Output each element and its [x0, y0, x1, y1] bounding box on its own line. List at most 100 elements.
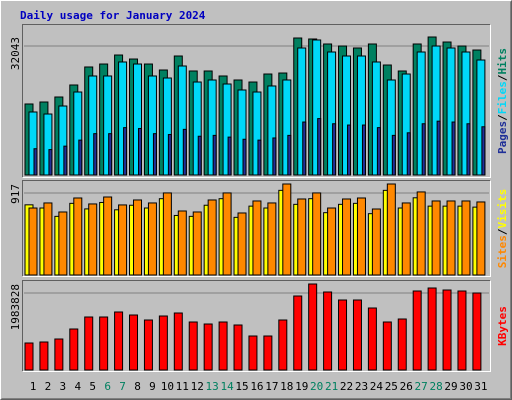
bar — [391, 134, 396, 176]
bar — [237, 212, 247, 276]
bar — [252, 91, 262, 176]
x-tick-label: 24 — [370, 380, 384, 393]
bar — [297, 47, 307, 176]
x-tick-label: 3 — [60, 380, 67, 393]
bar — [347, 124, 352, 176]
x-tick-label: 31 — [474, 380, 487, 393]
x-tick-label: 2 — [45, 380, 52, 393]
bar — [436, 120, 441, 176]
bar — [143, 319, 153, 371]
x-tick-label: 22 — [340, 380, 353, 393]
legend-entry: KBytes — [496, 306, 509, 346]
bar — [177, 210, 187, 276]
legend-entry: Pages — [496, 121, 509, 154]
bar — [222, 192, 232, 276]
bar — [99, 316, 109, 371]
bar — [218, 321, 228, 371]
bar — [476, 59, 486, 176]
bar — [78, 139, 83, 176]
bar — [197, 135, 202, 176]
bar — [446, 47, 456, 176]
bar — [293, 295, 303, 371]
bar — [327, 51, 337, 176]
bar — [376, 127, 381, 176]
bar — [421, 123, 426, 176]
bar — [282, 183, 292, 276]
bar — [252, 200, 262, 276]
bar — [152, 133, 157, 176]
bar — [188, 321, 198, 371]
bar — [287, 134, 292, 176]
x-tick-label: 18 — [280, 380, 293, 393]
x-tick-label: 23 — [355, 380, 368, 393]
bar — [192, 81, 202, 176]
bar — [406, 132, 411, 176]
bar — [356, 55, 366, 176]
bar — [446, 200, 456, 276]
bar — [227, 136, 232, 176]
panel-bevel — [22, 280, 491, 372]
x-tick-label: 26 — [400, 380, 413, 393]
bar — [312, 39, 322, 176]
x-tick-label: 10 — [161, 380, 174, 393]
bar — [63, 145, 68, 176]
bar — [118, 61, 128, 176]
x-tick-label: 8 — [134, 380, 141, 393]
bar — [84, 316, 94, 371]
panel-bevel — [22, 180, 491, 277]
bar — [212, 134, 217, 176]
legend: Sites/Visits — [496, 189, 509, 269]
bar — [382, 321, 392, 371]
bar — [416, 51, 426, 176]
x-tick-label: 4 — [74, 380, 81, 393]
bar — [257, 139, 262, 176]
bar — [457, 290, 467, 371]
bar — [267, 202, 277, 276]
bar — [272, 137, 277, 176]
bar — [177, 65, 187, 176]
bar — [371, 208, 381, 276]
x-tick-label: 11 — [176, 380, 189, 393]
bar — [302, 121, 307, 176]
bar — [451, 121, 456, 176]
x-tick-label: 16 — [250, 380, 263, 393]
bar — [317, 118, 322, 176]
x-tick-label: 25 — [385, 380, 398, 393]
bar — [278, 319, 288, 371]
bar — [207, 199, 217, 276]
bar — [192, 211, 202, 276]
x-tick-label: 14 — [220, 380, 234, 393]
x-tick-label: 9 — [149, 380, 156, 393]
bar — [431, 45, 441, 176]
bar — [24, 342, 34, 371]
bar — [386, 183, 396, 276]
bar — [182, 128, 187, 176]
legend: KBytes — [496, 306, 509, 346]
x-tick-label: 15 — [235, 380, 248, 393]
bar — [147, 75, 157, 176]
x-tick-label: 6 — [104, 380, 111, 393]
bar — [416, 191, 426, 276]
bar — [472, 292, 482, 371]
legend-separator: / — [496, 114, 509, 121]
bar — [461, 51, 471, 176]
bar — [167, 134, 172, 176]
bar — [466, 123, 471, 176]
bar — [58, 211, 68, 276]
bar — [386, 79, 396, 176]
bar — [118, 204, 128, 276]
bar — [173, 312, 183, 371]
x-tick-label: 12 — [191, 380, 204, 393]
bar — [431, 200, 441, 276]
bar — [248, 335, 258, 371]
bar — [162, 192, 172, 276]
bar — [103, 75, 113, 176]
y-tick-label: 917 — [9, 184, 22, 204]
x-tick-label: 29 — [444, 380, 457, 393]
bar — [237, 89, 247, 176]
bar — [342, 55, 352, 176]
bar — [54, 338, 64, 371]
legend-entry: Files — [496, 81, 509, 114]
